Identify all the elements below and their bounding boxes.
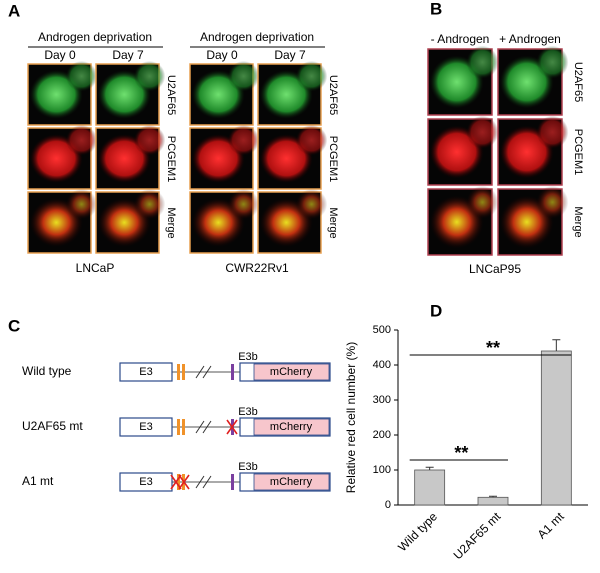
significance-label: ** — [486, 338, 500, 358]
construct-name: U2AF65 mt — [22, 419, 83, 433]
error-bar — [489, 495, 497, 498]
nucleus — [295, 188, 328, 220]
nucleus — [65, 188, 98, 220]
error-bar — [425, 466, 434, 470]
mutation-mark — [170, 474, 182, 490]
break-mark — [195, 420, 212, 434]
bar — [414, 469, 446, 506]
row-label: PCGEM1 — [572, 129, 584, 175]
column-label: Day 7 — [274, 48, 306, 62]
reporter-label: mCherry — [270, 366, 313, 378]
row-label: Merge — [165, 207, 177, 238]
y-tick-label: 100 — [373, 464, 391, 476]
error-bar — [552, 339, 561, 351]
exon-label: E3b — [238, 351, 258, 363]
cell-line: LNCaP95 — [469, 262, 521, 276]
reporter-label: mCherry — [270, 476, 313, 488]
nucleus — [227, 60, 260, 92]
exon-box — [119, 417, 173, 437]
x-tick-label: U2AF65 mt — [451, 509, 504, 562]
exon-box — [119, 472, 173, 492]
break-mark — [195, 475, 212, 489]
y-tick-label: 500 — [373, 324, 391, 336]
x-tick-label: Wild type — [395, 509, 440, 554]
cell-line: LNCaP — [76, 261, 115, 275]
mutation-mark — [226, 419, 238, 435]
nucleus — [133, 124, 166, 156]
row-label: PCGEM1 — [327, 136, 339, 182]
column-label: + Androgen — [499, 32, 561, 46]
exon-label: E3 — [139, 476, 152, 488]
nucleus — [227, 188, 260, 220]
bar — [477, 496, 509, 506]
a1-site — [182, 419, 185, 435]
row-label: Merge — [327, 207, 339, 238]
nucleus — [295, 124, 328, 156]
a1-site — [177, 419, 180, 435]
reporter-fill — [253, 418, 330, 436]
nucleus — [65, 124, 98, 156]
row-label: PCGEM1 — [165, 136, 177, 182]
construct-name: A1 mt — [22, 474, 54, 488]
break-mark — [195, 365, 212, 379]
construct-name: Wild type — [22, 364, 72, 378]
exon-box — [119, 362, 173, 382]
significance-label: ** — [454, 443, 468, 463]
nucleus — [133, 60, 166, 92]
column-label: - Androgen — [431, 32, 490, 46]
nucleus — [536, 115, 569, 149]
column-label: Day 7 — [112, 48, 144, 62]
nucleus — [466, 115, 499, 149]
mutation-mark — [178, 474, 190, 490]
exon-label: E3 — [139, 366, 152, 378]
panel-label: D — [430, 301, 442, 320]
cell-line: CWR22Rv1 — [225, 261, 289, 275]
x-tick-label: A1 mt — [535, 509, 568, 542]
panel-label: B — [430, 0, 442, 18]
nucleus — [133, 188, 166, 220]
bar — [540, 350, 572, 506]
y-axis-title: Relative red cell number (%) — [344, 342, 358, 493]
row-label: U2AF65 — [327, 75, 339, 115]
row-label: U2AF65 — [165, 75, 177, 115]
reporter-label: mCherry — [270, 421, 313, 433]
exon-label: E3 — [139, 421, 152, 433]
nucleus — [536, 185, 569, 219]
column-label: Day 0 — [44, 48, 76, 62]
column-label: Day 0 — [206, 48, 238, 62]
nucleus — [295, 60, 328, 92]
nucleus — [466, 45, 499, 79]
reporter-fill — [253, 473, 330, 491]
group-header: Androgen deprivation — [38, 30, 152, 44]
panel-label: C — [8, 316, 20, 335]
nucleus — [65, 60, 98, 92]
a1-site — [177, 364, 180, 380]
row-label: Merge — [572, 206, 584, 237]
exon-label: E3b — [238, 406, 258, 418]
row-label: U2AF65 — [572, 62, 584, 102]
a1-site — [182, 364, 185, 380]
group-header: Androgen deprivation — [200, 30, 314, 44]
u2af65-site — [231, 474, 234, 490]
y-tick-label: 400 — [373, 359, 391, 371]
nucleus — [227, 124, 260, 156]
u2af65-site — [231, 364, 234, 380]
exon-label: E3b — [238, 461, 258, 473]
nucleus — [536, 45, 569, 79]
panel-label: A — [8, 1, 20, 20]
a1-site — [177, 474, 180, 490]
nucleus — [466, 185, 499, 219]
reporter-fill — [253, 363, 330, 381]
y-tick-label: 300 — [373, 394, 391, 406]
y-tick-label: 200 — [373, 429, 391, 441]
y-tick-label: 0 — [385, 499, 391, 511]
